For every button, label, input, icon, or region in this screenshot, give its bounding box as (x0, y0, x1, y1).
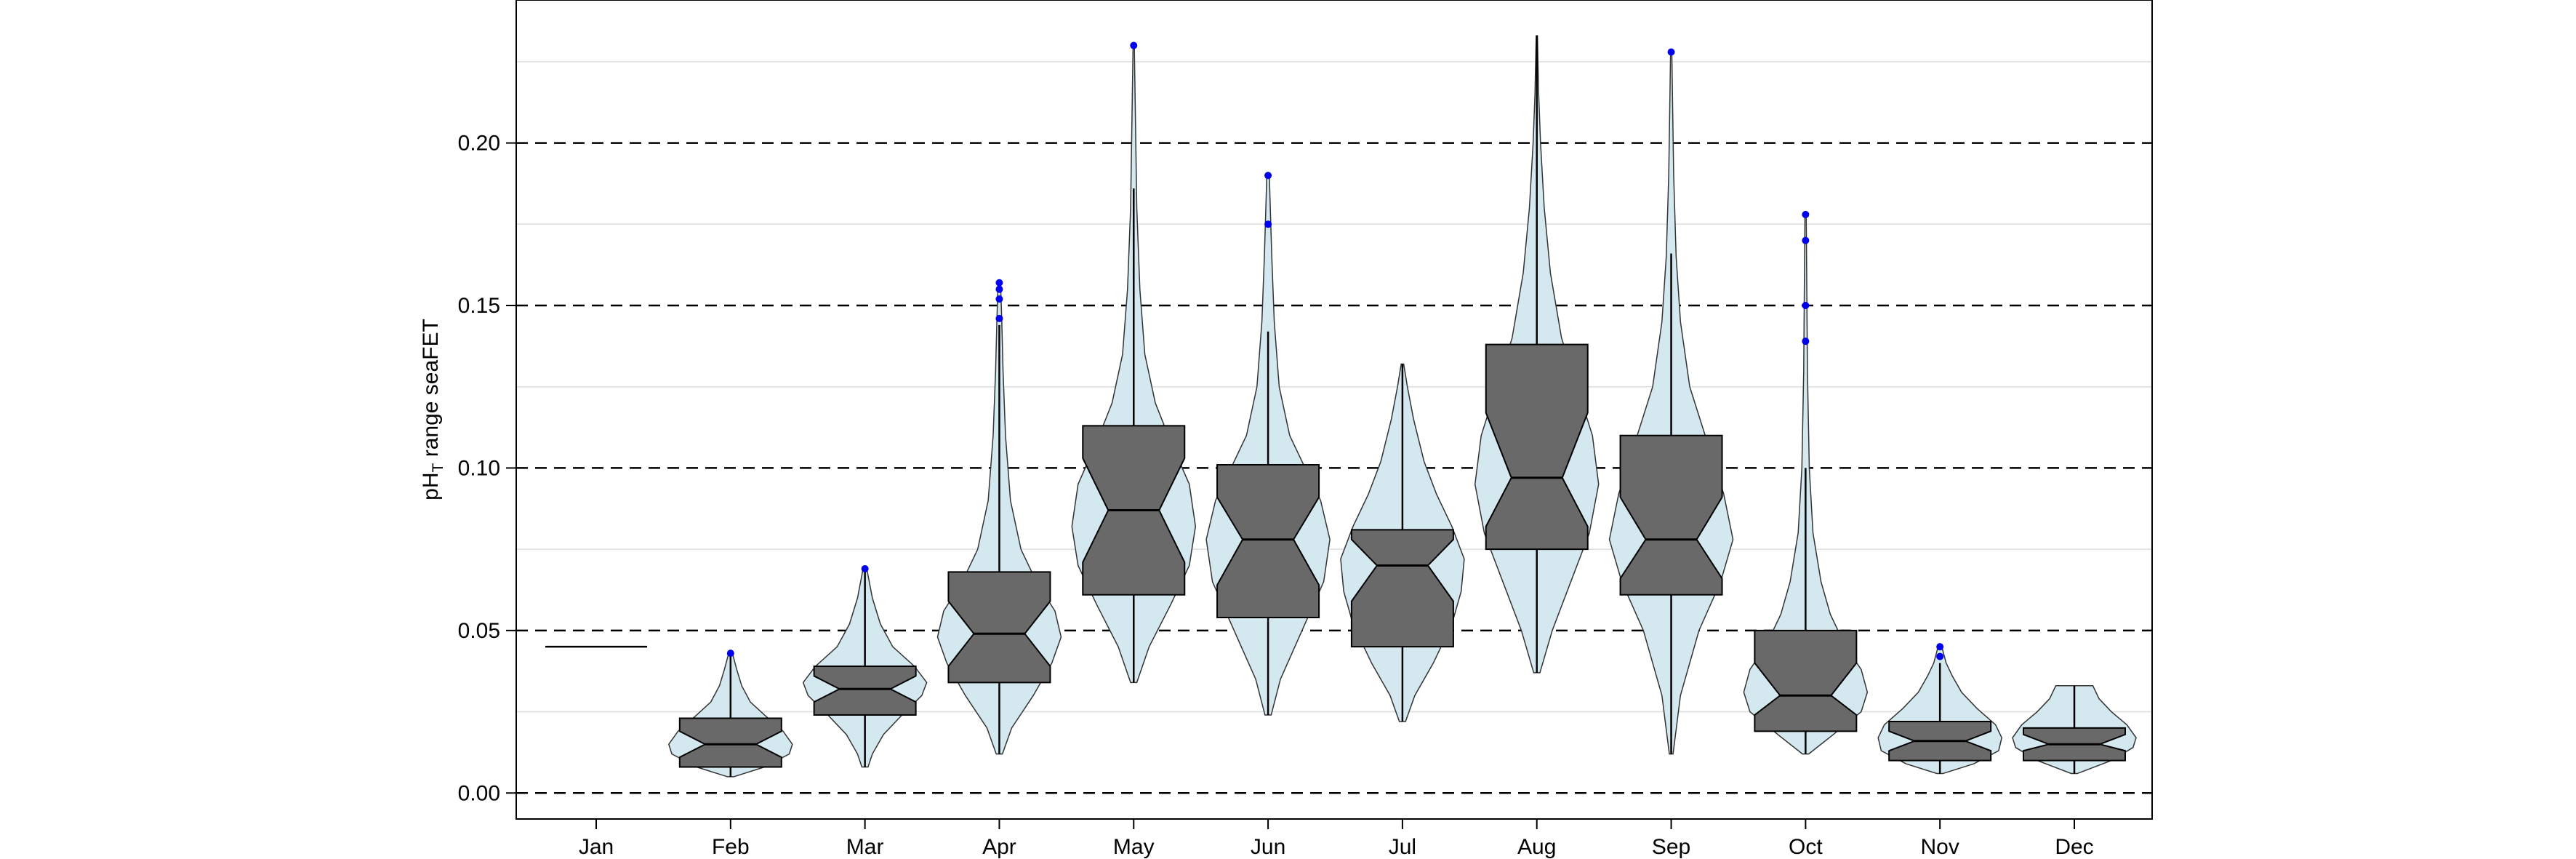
x-tick-label-apr: Apr (982, 835, 1016, 859)
outlier-point (1936, 643, 1944, 651)
outlier-point (995, 279, 1003, 287)
box-oct (1754, 629, 1858, 732)
x-tick-label-nov: Nov (1921, 835, 1959, 859)
y-axis-title: pHT range seaFET (419, 319, 446, 500)
plot-frame (515, 0, 2153, 820)
box-jun (1216, 463, 1320, 618)
grid-layer (516, 61, 2152, 794)
x-tick-label-mar: Mar (846, 835, 884, 859)
y-tick-label: 0.00 (458, 781, 500, 805)
outlier-point (1802, 210, 1810, 218)
box-feb (678, 717, 782, 768)
x-tick-label-sep: Sep (1652, 835, 1690, 859)
x-tick-label-dec: Dec (2055, 835, 2093, 859)
x-tick-label-jul: Jul (1389, 835, 1416, 859)
outlier-point (1130, 41, 1138, 49)
outlier-point (995, 314, 1003, 322)
y-tick-label: 0.20 (458, 132, 500, 156)
outlier-point (995, 285, 1003, 293)
y-tick-label: 0.10 (458, 456, 500, 480)
outlier-point (1802, 337, 1810, 345)
x-tick-label-jun: Jun (1251, 835, 1285, 859)
box-sep (1619, 434, 1723, 596)
x-tick-label-aug: Aug (1517, 835, 1556, 859)
y-tick-label: 0.05 (458, 619, 500, 643)
axis-layer: 0.00 0.05 0.10 0.15 0.20 Jan Feb Mar Apr May Jun Ju… (458, 132, 2094, 859)
box-apr (947, 571, 1051, 684)
outlier-point (1264, 172, 1272, 180)
outlier-point (726, 650, 734, 658)
outlier-point (1936, 652, 1944, 660)
box-jul (1350, 529, 1454, 648)
outlier-point (1802, 302, 1810, 310)
outlier-point (861, 564, 869, 572)
outlier-point (1264, 220, 1272, 228)
outlier-point (1667, 48, 1675, 56)
y-tick-label: 0.15 (458, 294, 500, 318)
box-layer (545, 36, 2126, 777)
box-aug (1485, 343, 1589, 551)
x-tick-label-jan: Jan (579, 835, 614, 859)
outlier-layer (726, 41, 1944, 660)
outlier-point (995, 295, 1003, 303)
box-mar (813, 665, 917, 716)
x-tick-label-feb: Feb (712, 835, 750, 859)
x-tick-label-may: May (1113, 835, 1155, 859)
x-tick-label-oct: Oct (1789, 835, 1823, 859)
outlier-point (1802, 236, 1810, 244)
